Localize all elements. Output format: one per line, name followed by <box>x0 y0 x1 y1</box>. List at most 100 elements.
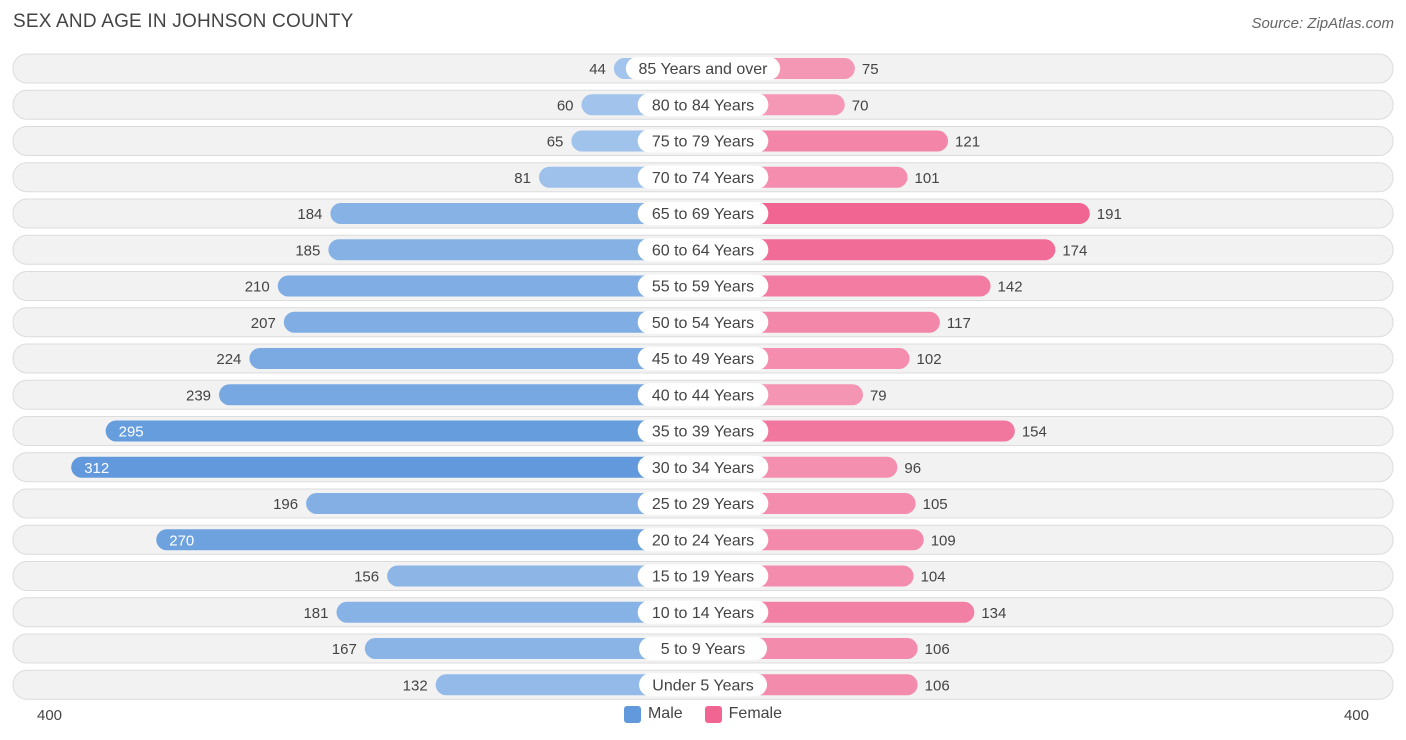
female-value-label: 96 <box>904 460 921 477</box>
male-value-label: 210 <box>245 279 270 296</box>
category-label: 70 to 74 Years <box>652 170 754 187</box>
female-value-label: 106 <box>925 677 950 694</box>
female-value-label: 121 <box>955 134 980 151</box>
category-label-pill <box>637 455 769 479</box>
male-bar <box>249 348 703 369</box>
female-value-label: 142 <box>998 279 1023 296</box>
female-value-label: 134 <box>981 605 1006 622</box>
male-bar <box>435 674 703 696</box>
legend-label-female: Female <box>728 705 783 722</box>
category-label: 50 to 54 Years <box>652 315 754 332</box>
category-label: 65 to 69 Years <box>652 206 754 223</box>
category-label: 25 to 29 Years <box>652 496 754 513</box>
axis-left-label: 400 <box>37 707 63 724</box>
male-value-label: 181 <box>303 605 328 622</box>
category-label-pill <box>637 238 769 262</box>
category-label-pill <box>637 600 769 624</box>
category-label-pill <box>637 310 769 334</box>
female-bar <box>703 275 991 297</box>
legend-swatch-male <box>623 705 641 723</box>
female-value-label: 109 <box>931 532 956 549</box>
category-label: 30 to 34 Years <box>652 460 754 477</box>
female-value-label: 106 <box>925 641 950 658</box>
category-label: 80 to 84 Years <box>652 97 754 114</box>
male-value-label: 196 <box>273 496 298 513</box>
male-bar <box>219 384 703 406</box>
category-label: 20 to 24 Years <box>652 532 754 549</box>
category-label-pill <box>637 383 769 407</box>
category-label: 10 to 14 Years <box>652 605 754 622</box>
population-pyramid-chart: 44 75 85 Years and over 60 70 80 to 84 Years 6… <box>12 53 1394 700</box>
female-value-label: 102 <box>917 351 942 368</box>
legend-item-female[interactable]: Female <box>704 705 783 723</box>
female-value-label: 104 <box>921 569 946 586</box>
female-value-label: 154 <box>1022 424 1047 441</box>
female-value-label: 79 <box>870 387 887 404</box>
category-label-pill <box>637 528 769 552</box>
source-label: Source: ZipAtlas.com <box>1251 15 1394 32</box>
male-value-label: 184 <box>297 206 322 223</box>
category-label: 15 to 19 Years <box>652 569 754 586</box>
male-bar <box>328 239 703 261</box>
chart-title: SEX AND AGE IN JOHNSON COUNTY <box>13 11 354 32</box>
category-label-pill <box>625 57 781 80</box>
female-bar <box>703 420 1015 442</box>
male-value-label: 132 <box>403 677 428 694</box>
female-bar <box>703 239 1056 261</box>
male-bar <box>306 493 703 514</box>
male-value-label: 312 <box>84 460 109 477</box>
female-value-label: 191 <box>1097 206 1122 223</box>
male-bar <box>336 601 703 623</box>
category-label-pill <box>637 274 769 298</box>
category-label: 5 to 9 Years <box>661 641 746 658</box>
category-label: 40 to 44 Years <box>652 387 754 404</box>
male-bar <box>277 275 703 297</box>
male-bar <box>105 420 703 442</box>
category-label-pill <box>639 637 767 660</box>
category-label: Under 5 Years <box>652 677 753 694</box>
category-label-pill <box>637 347 769 370</box>
category-label-pill <box>639 673 767 697</box>
male-value-label: 185 <box>295 242 320 259</box>
male-value-label: 207 <box>251 315 276 332</box>
female-bar <box>703 203 1090 224</box>
category-label: 45 to 49 Years <box>652 351 754 368</box>
female-bar <box>703 601 975 623</box>
category-label-pill <box>637 202 769 225</box>
male-value-label: 65 <box>547 134 564 151</box>
male-bar <box>283 311 703 333</box>
category-label: 85 Years and over <box>639 61 769 78</box>
female-value-label: 70 <box>852 97 869 114</box>
category-label: 75 to 79 Years <box>652 134 754 151</box>
legend-label-male: Male <box>647 705 683 722</box>
male-bar <box>156 529 703 551</box>
male-value-label: 295 <box>119 424 144 441</box>
axis-right-label: 400 <box>1343 707 1369 724</box>
category-label-pill <box>637 93 769 117</box>
male-value-label: 270 <box>169 532 194 549</box>
category-label: 55 to 59 Years <box>652 279 754 296</box>
legend-item-male[interactable]: Male <box>623 705 683 723</box>
male-value-label: 224 <box>216 351 241 368</box>
category-label-pill <box>637 564 769 588</box>
category-label: 60 to 64 Years <box>652 242 754 259</box>
female-value-label: 101 <box>915 170 940 187</box>
male-value-label: 60 <box>557 97 574 114</box>
male-value-label: 44 <box>589 61 606 78</box>
category-label-pill <box>637 165 769 189</box>
category-label-pill <box>637 419 769 443</box>
female-value-label: 75 <box>862 61 879 78</box>
male-bar <box>364 638 703 659</box>
female-value-label: 117 <box>947 315 971 332</box>
male-value-label: 239 <box>186 387 211 404</box>
male-value-label: 81 <box>514 170 531 187</box>
male-value-label: 167 <box>332 641 357 658</box>
male-bar <box>71 456 703 478</box>
legend: Male Female <box>0 705 1406 723</box>
legend-swatch-female <box>704 705 722 723</box>
female-value-label: 105 <box>923 496 948 513</box>
category-label-pill <box>637 129 769 153</box>
male-value-label: 156 <box>354 569 379 586</box>
category-label: 35 to 39 Years <box>652 424 754 441</box>
female-value-label: 174 <box>1062 242 1087 259</box>
